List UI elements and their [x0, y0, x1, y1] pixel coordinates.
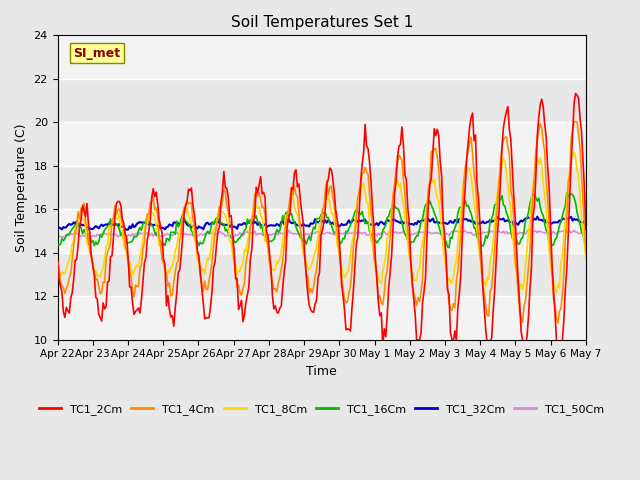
- TC1_8Cm: [54, 260, 61, 265]
- TC1_16Cm: [285, 214, 292, 219]
- TC1_32Cm: [286, 219, 294, 225]
- TC1_32Cm: [212, 219, 220, 225]
- TC1_2Cm: [285, 215, 292, 221]
- Bar: [58, 209, 586, 252]
- Line: TC1_2Cm: TC1_2Cm: [58, 94, 586, 354]
- TC1_16Cm: [229, 235, 237, 240]
- TC1_32Cm: [54, 225, 61, 231]
- Text: SI_met: SI_met: [74, 47, 120, 60]
- TC1_2Cm: [572, 91, 579, 96]
- TC1_2Cm: [118, 216, 126, 222]
- TC1_8Cm: [582, 258, 589, 264]
- TC1_4Cm: [554, 320, 562, 326]
- Legend: TC1_2Cm, TC1_4Cm, TC1_8Cm, TC1_16Cm, TC1_32Cm, TC1_50Cm: TC1_2Cm, TC1_4Cm, TC1_8Cm, TC1_16Cm, TC1…: [35, 400, 609, 420]
- TC1_8Cm: [570, 149, 578, 155]
- TC1_2Cm: [237, 298, 245, 303]
- TC1_4Cm: [582, 249, 589, 255]
- TC1_4Cm: [229, 240, 237, 246]
- TC1_16Cm: [118, 229, 126, 235]
- TC1_32Cm: [118, 224, 126, 229]
- TC1_2Cm: [54, 257, 61, 263]
- TC1_16Cm: [54, 241, 61, 247]
- Bar: [58, 122, 586, 166]
- Bar: [58, 36, 586, 79]
- TC1_32Cm: [123, 227, 131, 233]
- TC1_16Cm: [445, 245, 453, 251]
- TC1_16Cm: [554, 230, 562, 236]
- TC1_4Cm: [54, 260, 61, 265]
- Bar: [58, 296, 586, 339]
- TC1_2Cm: [554, 351, 562, 357]
- TC1_2Cm: [582, 227, 589, 233]
- TC1_32Cm: [582, 219, 589, 225]
- TC1_50Cm: [54, 232, 61, 238]
- TC1_4Cm: [552, 316, 560, 322]
- Line: TC1_16Cm: TC1_16Cm: [58, 193, 586, 248]
- TC1_8Cm: [211, 226, 219, 231]
- TC1_50Cm: [556, 229, 563, 235]
- TC1_50Cm: [58, 234, 66, 240]
- X-axis label: Time: Time: [307, 365, 337, 378]
- TC1_8Cm: [229, 252, 237, 257]
- TC1_50Cm: [286, 229, 294, 235]
- Title: Soil Temperatures Set 1: Soil Temperatures Set 1: [230, 15, 413, 30]
- TC1_50Cm: [239, 233, 247, 239]
- Y-axis label: Soil Temperature (C): Soil Temperature (C): [15, 123, 28, 252]
- TC1_8Cm: [552, 289, 560, 295]
- Line: TC1_32Cm: TC1_32Cm: [58, 216, 586, 230]
- TC1_50Cm: [525, 227, 532, 232]
- TC1_4Cm: [237, 292, 245, 298]
- TC1_8Cm: [118, 228, 126, 233]
- TC1_2Cm: [211, 260, 219, 265]
- TC1_8Cm: [554, 282, 562, 288]
- TC1_50Cm: [582, 229, 589, 235]
- TC1_2Cm: [229, 231, 237, 237]
- TC1_50Cm: [230, 234, 238, 240]
- TC1_16Cm: [582, 240, 589, 246]
- TC1_2Cm: [552, 336, 560, 342]
- TC1_16Cm: [211, 218, 219, 224]
- TC1_8Cm: [285, 204, 292, 210]
- TC1_32Cm: [239, 221, 247, 227]
- TC1_4Cm: [118, 220, 126, 226]
- Line: TC1_50Cm: TC1_50Cm: [58, 229, 586, 237]
- TC1_4Cm: [572, 119, 579, 124]
- TC1_32Cm: [534, 214, 541, 219]
- TC1_8Cm: [237, 264, 245, 270]
- TC1_32Cm: [556, 217, 563, 223]
- TC1_4Cm: [285, 207, 292, 213]
- TC1_4Cm: [211, 230, 219, 236]
- TC1_16Cm: [237, 232, 245, 238]
- TC1_32Cm: [230, 224, 238, 229]
- Line: TC1_4Cm: TC1_4Cm: [58, 121, 586, 323]
- TC1_50Cm: [120, 234, 127, 240]
- TC1_16Cm: [563, 190, 571, 196]
- Line: TC1_8Cm: TC1_8Cm: [58, 152, 586, 292]
- TC1_50Cm: [212, 231, 220, 237]
